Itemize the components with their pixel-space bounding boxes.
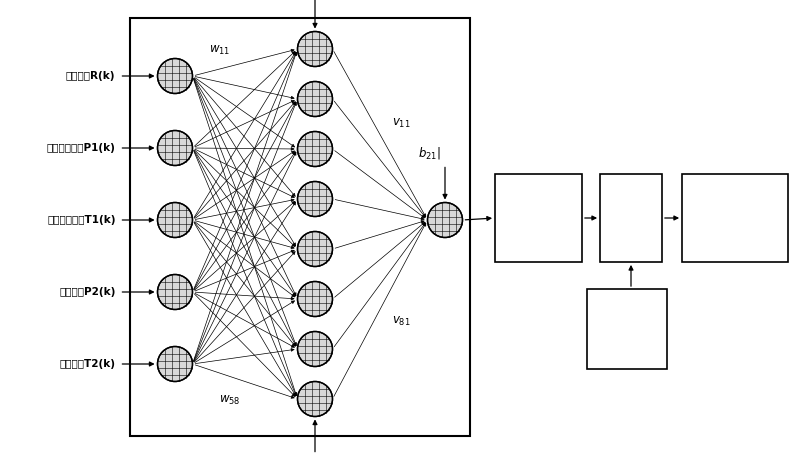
Text: 抽汽温度T2(k): 抽汽温度T2(k) — [59, 359, 115, 369]
Text: 透平负荷对应的: 透平负荷对应的 — [605, 314, 649, 324]
Text: $b_{21}|$: $b_{21}|$ — [418, 144, 441, 161]
Text: 校正: 校正 — [625, 231, 638, 241]
Text: 入口蒸汽压力P1(k): 入口蒸汽压力P1(k) — [46, 143, 115, 153]
Circle shape — [298, 82, 333, 117]
Circle shape — [298, 232, 333, 266]
Circle shape — [158, 59, 193, 94]
Circle shape — [298, 132, 333, 167]
Text: 量预测值: 量预测值 — [526, 231, 551, 241]
Text: 最终模型值: 最终模型值 — [719, 231, 750, 241]
Bar — [587, 289, 667, 369]
Circle shape — [298, 331, 333, 366]
Circle shape — [298, 381, 333, 416]
Text: 模型: 模型 — [625, 206, 638, 216]
Circle shape — [427, 202, 462, 237]
Circle shape — [158, 346, 193, 381]
Text: 抽汽压力P2(k): 抽汽压力P2(k) — [59, 287, 115, 297]
Circle shape — [298, 182, 333, 217]
Text: 入口蒸汽温度T1(k): 入口蒸汽温度T1(k) — [47, 215, 115, 225]
Circle shape — [158, 275, 193, 310]
Circle shape — [298, 31, 333, 66]
Text: 透平蒸汽流: 透平蒸汽流 — [523, 206, 554, 216]
Circle shape — [298, 281, 333, 316]
Bar — [495, 174, 582, 262]
Circle shape — [158, 130, 193, 166]
Circle shape — [158, 202, 193, 237]
Bar — [600, 174, 662, 262]
Text: $v_{11}$: $v_{11}$ — [392, 116, 410, 129]
Text: $v_{81}$: $v_{81}$ — [392, 315, 410, 328]
Text: 最大蒸汽需求量: 最大蒸汽需求量 — [605, 339, 649, 349]
Text: 透平蒸汽流量: 透平蒸汽流量 — [716, 206, 754, 216]
Text: $w_{11}$: $w_{11}$ — [210, 44, 230, 58]
Bar — [130, 18, 470, 436]
Bar — [682, 174, 788, 262]
Text: 透平转速R(k): 透平转速R(k) — [66, 71, 115, 81]
Text: $w_{58}$: $w_{58}$ — [219, 394, 241, 407]
